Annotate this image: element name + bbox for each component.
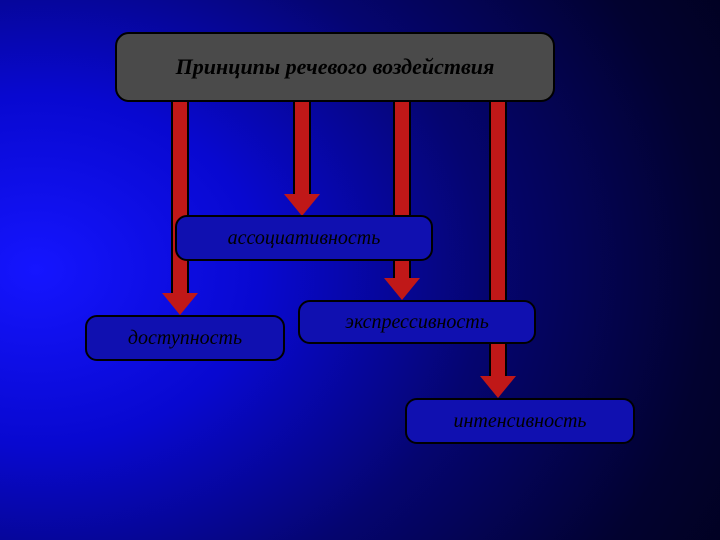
title-text: Принципы речевого воздействия [176, 54, 495, 80]
label-associativity: ассоциативность [228, 227, 381, 250]
title-box: Принципы речевого воздействия [115, 32, 555, 102]
label-intensity: интенсивность [453, 410, 586, 433]
label-accessibility: доступность [128, 327, 242, 350]
box-intensity: интенсивность [405, 398, 635, 444]
box-associativity: ассоциативность [175, 215, 433, 261]
box-expressiveness: экспрессивность [298, 300, 536, 344]
box-accessibility: доступность [85, 315, 285, 361]
label-expressiveness: экспрессивность [345, 311, 489, 334]
